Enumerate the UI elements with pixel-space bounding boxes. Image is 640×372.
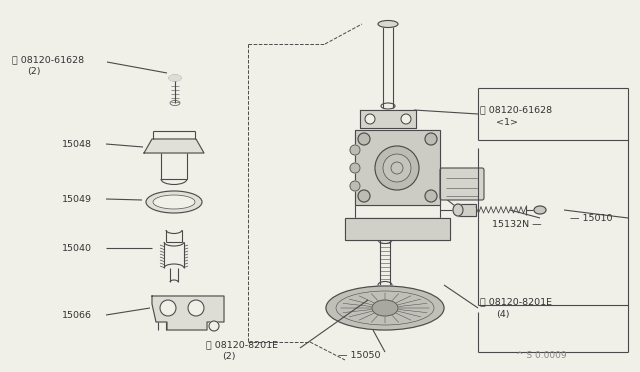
Polygon shape [360,110,416,128]
Bar [458,204,476,216]
Ellipse shape [534,206,546,214]
Polygon shape [144,139,204,153]
Text: 15048: 15048 [62,140,92,148]
Text: — 15010: — 15010 [570,214,612,222]
Ellipse shape [383,154,411,182]
Ellipse shape [146,191,202,213]
Circle shape [350,181,360,191]
Text: 15040: 15040 [62,244,92,253]
Circle shape [209,321,219,331]
Ellipse shape [372,300,398,316]
Text: Ⓑ 08120-61628: Ⓑ 08120-61628 [12,55,84,64]
FancyBboxPatch shape [440,168,484,200]
Circle shape [188,300,204,316]
Text: (2): (2) [27,67,40,76]
Circle shape [160,300,176,316]
Ellipse shape [326,286,444,330]
Ellipse shape [375,146,419,190]
Ellipse shape [153,195,195,209]
Text: 15132N —: 15132N — [492,219,542,228]
Ellipse shape [378,20,398,28]
Circle shape [358,190,370,202]
Circle shape [425,133,437,145]
Circle shape [358,133,370,145]
Text: 15066: 15066 [62,311,92,320]
Circle shape [365,114,375,124]
Ellipse shape [453,204,463,216]
Text: Ⓑ 08120-61628: Ⓑ 08120-61628 [480,106,552,115]
Text: Ⓑ 08120-8201E: Ⓑ 08120-8201E [480,298,552,307]
Bar [345,218,450,240]
Circle shape [350,145,360,155]
Text: Ⓑ 08120-8201E: Ⓑ 08120-8201E [206,340,278,350]
Ellipse shape [169,75,181,81]
Bar [458,204,476,216]
Text: 15049: 15049 [62,195,92,203]
Circle shape [350,163,360,173]
Text: (2): (2) [222,353,236,362]
Circle shape [425,190,437,202]
Text: — 15050: — 15050 [338,350,381,359]
Bar [355,130,440,205]
Text: ^ S 0.0009: ^ S 0.0009 [516,352,566,360]
Bar [355,130,440,205]
Circle shape [401,114,411,124]
Bar [345,218,450,240]
Text: (4): (4) [496,310,509,318]
Text: <1>: <1> [496,118,518,126]
Polygon shape [152,296,224,330]
